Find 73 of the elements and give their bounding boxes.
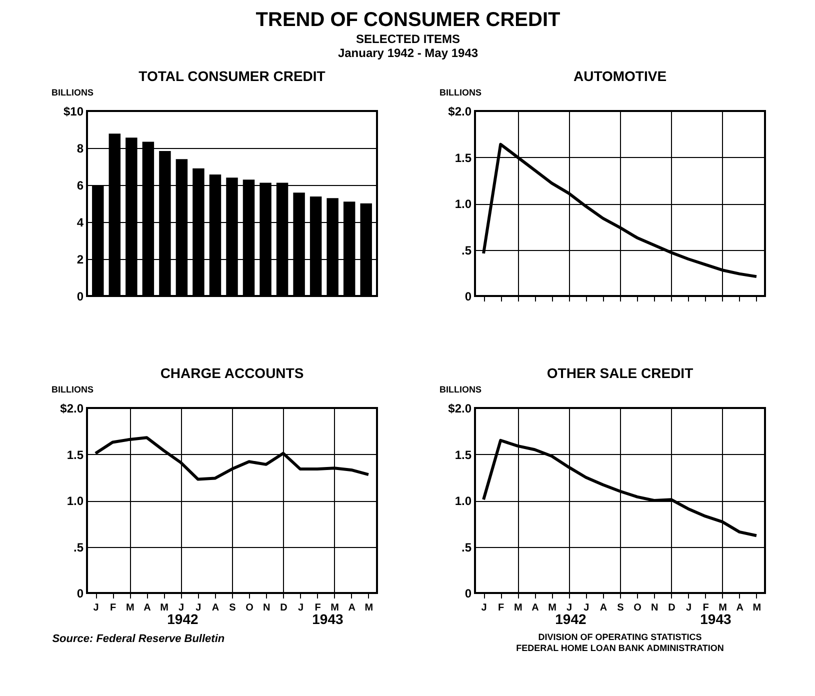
y-tick-label: 4	[76, 216, 84, 230]
x-tick-label: M	[126, 602, 134, 614]
y-axis-title: BILLIONS	[52, 88, 94, 98]
x-tick-label: M	[548, 602, 556, 614]
x-tick-label: F	[498, 602, 504, 614]
y-tick-label: 1.5	[454, 448, 472, 462]
y-tick-label: 0	[464, 290, 472, 304]
x-tick-label: O	[634, 602, 642, 614]
x-tick-label: S	[229, 602, 236, 614]
x-tick-label: A	[348, 602, 356, 614]
text: 1943	[700, 611, 732, 627]
chart-title: OTHER SALE CREDIT	[546, 365, 694, 381]
y-tick-label: 0	[464, 586, 472, 600]
x-tick-label: A	[144, 602, 151, 614]
y-tick-label: .5	[461, 540, 472, 554]
y-tick-label: $2.0	[60, 402, 84, 416]
y-tick-label: $10	[63, 104, 84, 118]
text: TREND OF CONSUMER CREDIT	[256, 9, 560, 31]
y-tick-label: 1.0	[454, 197, 472, 211]
y-tick-label: 1.5	[66, 448, 84, 462]
y-tick-label: 2	[76, 252, 84, 266]
x-tick-label: J	[196, 602, 202, 614]
x-tick-label: O	[246, 602, 254, 614]
x-tick-label: S	[617, 602, 624, 614]
x-tick-label: A	[212, 602, 220, 614]
y-tick-label: $2.0	[448, 402, 472, 416]
text: 1942	[167, 611, 198, 627]
x-tick-label: D	[668, 602, 676, 614]
y-tick-label: 0	[76, 586, 84, 600]
x-tick-label: J	[481, 602, 487, 614]
x-tick-label: F	[110, 602, 116, 614]
text: DIVISION OF OPERATING STATISTICS	[538, 632, 702, 642]
y-axis-title: BILLIONS	[52, 384, 94, 394]
x-tick-label: N	[651, 602, 658, 614]
x-tick-label: J	[584, 602, 590, 614]
y-tick-label: 8	[76, 142, 84, 156]
y-tick-label: 1.0	[454, 494, 472, 508]
x-tick-label: J	[178, 602, 184, 614]
text: 1943	[312, 611, 344, 627]
y-tick-label: 6	[76, 178, 84, 192]
x-tick-label: A	[532, 602, 539, 614]
text: 1942	[555, 611, 586, 627]
x-tick-label: J	[566, 602, 572, 614]
x-tick-label: M	[718, 602, 728, 614]
x-tick-label: D	[280, 602, 288, 614]
y-tick-label: .5	[73, 540, 84, 554]
y-tick-label: 1.0	[66, 494, 84, 508]
y-tick-label: 0	[76, 290, 84, 304]
x-tick-label: N	[263, 602, 270, 614]
x-tick-label: M	[364, 602, 374, 614]
text: January 1942 - May 1943	[338, 46, 478, 60]
x-tick-label: A	[600, 602, 608, 614]
x-tick-label: F	[314, 602, 321, 614]
y-tick-label: $2.0	[448, 104, 472, 118]
x-tick-label: J	[298, 602, 304, 614]
chart-title: CHARGE ACCOUNTS	[160, 365, 304, 381]
x-tick-label: M	[160, 602, 168, 614]
text: FEDERAL HOME LOAN BANK ADMINISTRATION	[516, 643, 724, 653]
y-axis-title: BILLIONS	[440, 88, 482, 98]
x-tick-label: A	[736, 602, 744, 614]
x-tick-label: J	[93, 602, 99, 614]
y-tick-label: 1.5	[454, 150, 472, 165]
x-tick-label: M	[330, 602, 340, 614]
source-note: Source: Federal Reserve Bulletin	[52, 633, 225, 645]
chart-title: TOTAL CONSUMER CREDIT	[138, 68, 326, 84]
y-axis-title: BILLIONS	[440, 384, 482, 394]
chart-title: AUTOMOTIVE	[573, 68, 667, 84]
x-tick-label: J	[686, 602, 692, 614]
x-tick-label: M	[752, 602, 762, 614]
x-tick-label: F	[702, 602, 709, 614]
text: SELECTED ITEMS	[356, 32, 460, 46]
x-tick-label: M	[514, 602, 522, 614]
y-tick-label: .5	[461, 243, 472, 258]
